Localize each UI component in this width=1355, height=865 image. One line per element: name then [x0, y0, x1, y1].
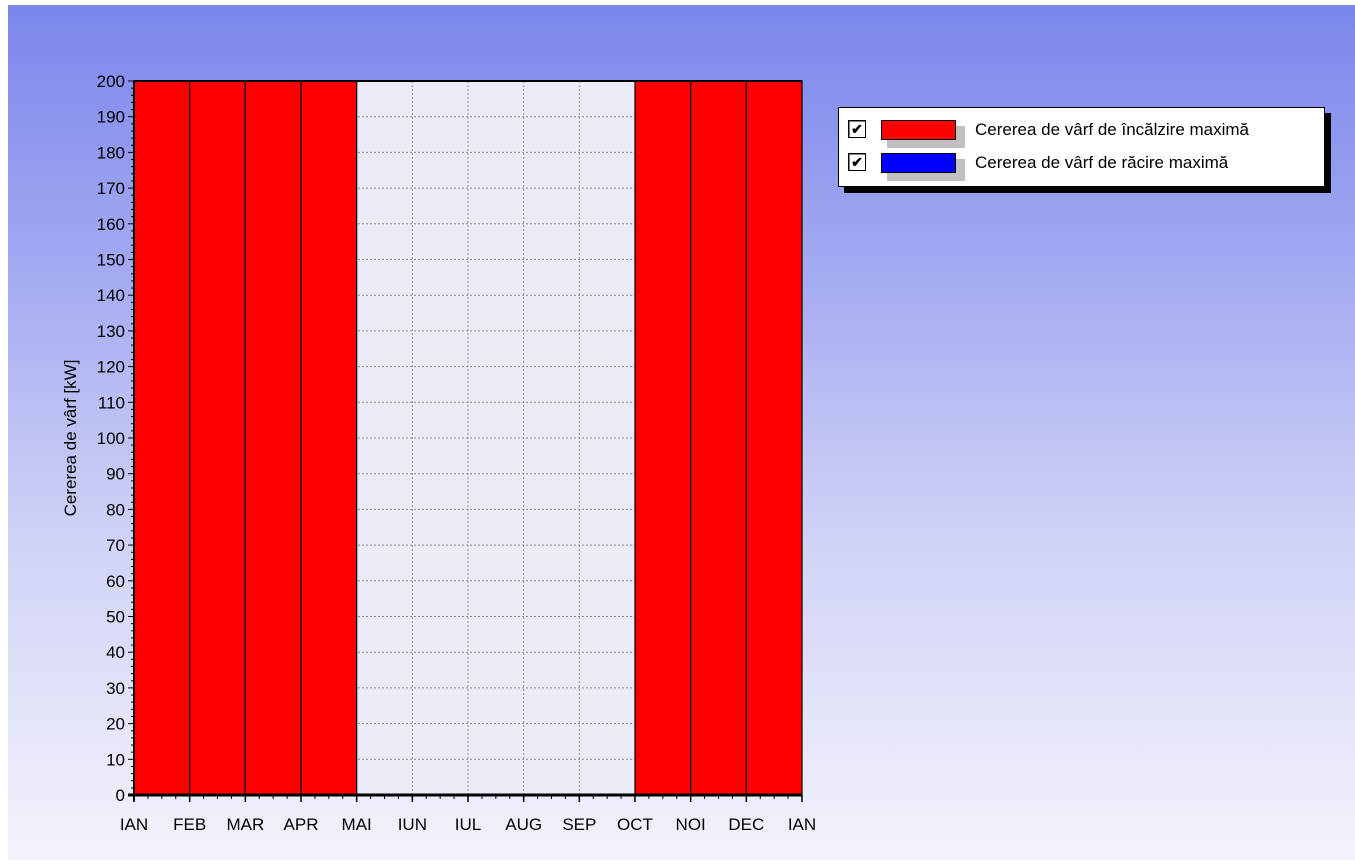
legend: ✔ Cererea de vârf de încălzire maximă ✔ …: [838, 107, 1325, 187]
y-tick-label: 110: [98, 393, 125, 412]
bar-heating-oct: [634, 80, 692, 796]
x-tick-label: OCT: [617, 815, 653, 834]
y-tick-label: 40: [106, 643, 125, 662]
bar-heating-noi: [690, 80, 747, 796]
y-tick-label: 200: [97, 72, 125, 91]
x-tick-label: MAI: [342, 815, 372, 834]
y-tick-label: 60: [106, 572, 125, 591]
legend-swatch-cooling: [881, 153, 956, 173]
legend-swatch-heating: [881, 120, 956, 140]
bar-heating-mar: [244, 80, 302, 796]
bar-heating-ian: [133, 80, 191, 796]
x-tick-label: MAR: [226, 815, 264, 834]
x-tick-label: FEB: [173, 815, 206, 834]
y-tick-label: 50: [106, 608, 125, 627]
y-tick-label: 100: [97, 429, 125, 448]
y-tick-label: 10: [106, 750, 125, 769]
legend-label-heating: Cererea de vârf de încălzire maximă: [975, 120, 1250, 139]
y-tick-label: 30: [106, 679, 125, 698]
x-tick-label: DEC: [728, 815, 764, 834]
y-tick-label: 70: [106, 536, 125, 555]
legend-label-cooling: Cererea de vârf de răcire maximă: [975, 153, 1229, 172]
x-tick-label: IUL: [455, 815, 481, 834]
x-tick-label: IAN: [120, 815, 148, 834]
legend-checkbox-heating[interactable]: ✔: [848, 120, 866, 138]
x-tick-label: SEP: [562, 815, 596, 834]
axes: 0 10 20 30 40 50 60 70 80 90 100 110 120 130 140 150 160…: [97, 72, 817, 834]
x-tick-label: AUG: [505, 815, 542, 834]
bar-heating-dec: [745, 80, 803, 796]
legend-checkbox-cooling[interactable]: ✔: [848, 153, 866, 171]
y-tick-label: 120: [97, 358, 125, 377]
y-tick-label: 170: [97, 179, 125, 198]
y-tick-label: 160: [97, 215, 125, 234]
y-tick-label: 150: [97, 251, 125, 270]
y-tick-label: 80: [106, 500, 125, 519]
bar-heating-apr: [300, 80, 358, 796]
legend-item-heating[interactable]: ✔ Cererea de vârf de încălzire maximă: [839, 118, 1324, 148]
y-tick-label: 190: [97, 108, 125, 127]
y-tick-label: 130: [97, 322, 125, 341]
y-tick-label: 0: [116, 786, 125, 805]
x-tick-label: IUN: [398, 815, 427, 834]
x-tick-label: APR: [284, 815, 319, 834]
y-tick-label: 140: [97, 286, 125, 305]
y-axis-label: Cererea de vârf [kW]: [61, 360, 80, 517]
y-tick-label: 180: [97, 143, 125, 162]
x-tick-label: NOI: [676, 815, 706, 834]
y-tick-label: 20: [106, 715, 125, 734]
legend-item-cooling[interactable]: ✔ Cererea de vârf de răcire maximă: [839, 151, 1324, 181]
bars: [133, 80, 803, 796]
bar-heating-feb: [189, 80, 246, 796]
x-tick-label: IAN: [788, 815, 816, 834]
y-tick-label: 90: [106, 465, 125, 484]
